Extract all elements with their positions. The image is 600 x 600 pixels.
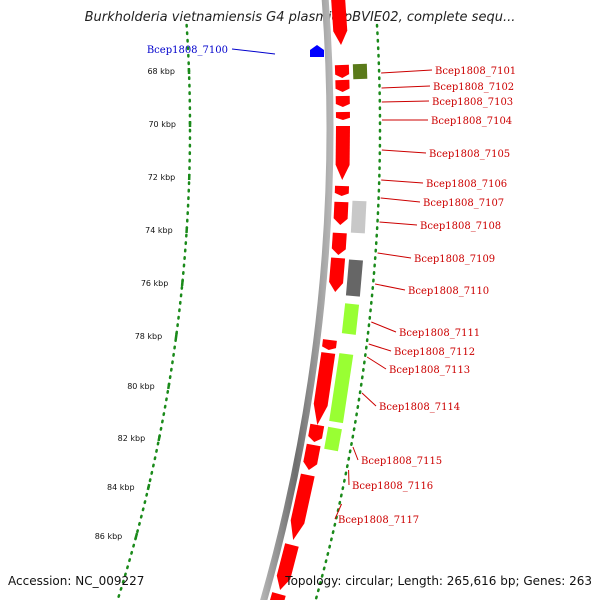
gene-arrow-red <box>335 125 350 180</box>
gene-label: Bcep1808_7105 <box>429 149 510 160</box>
inner-tick-ring <box>116 23 192 600</box>
gene-block-lime <box>329 353 354 424</box>
leader-line <box>334 503 342 520</box>
gene-block-gray <box>345 259 363 297</box>
kbp-tick-label: 84 kbp <box>107 483 135 492</box>
gene-features <box>270 0 368 600</box>
gene-arrow-red <box>335 95 350 107</box>
gene-marker-blue <box>310 45 324 57</box>
accession-text: Accession: NC_009227 <box>8 574 145 588</box>
gene-label: Bcep1808_7107 <box>423 198 504 209</box>
leader-line <box>366 356 387 370</box>
kbp-tick-label: 82 kbp <box>118 434 146 443</box>
kbp-tick-mark <box>157 434 162 442</box>
gene-arrow-red <box>335 111 350 120</box>
kbp-tick-label: 70 kbp <box>148 120 176 129</box>
kbp-tick-mark <box>180 279 184 287</box>
gene-arrow-red <box>329 257 346 292</box>
leader-line <box>381 179 424 184</box>
kbp-tick-mark <box>174 332 178 340</box>
gene-arrow-red <box>270 592 286 600</box>
gene-arrow-red <box>331 232 347 255</box>
gene-label: Bcep1808_7113 <box>389 365 470 376</box>
gene-label: Bcep1808_7110 <box>408 286 489 297</box>
gene-arrow-red <box>290 473 315 540</box>
gene-label: Bcep1808_7108 <box>420 221 501 232</box>
kbp-tick-label: 68 kbp <box>147 67 175 76</box>
gene-label: Bcep1808_7112 <box>394 347 475 358</box>
summary-text: Topology: circular; Length: 265,616 bp; … <box>285 574 592 588</box>
backbone-arc <box>260 0 334 600</box>
map-title: Burkholderia vietnamiensis G4 plasmid pB… <box>84 10 516 25</box>
gene-label: Bcep1808_7114 <box>379 402 460 413</box>
leader-line <box>381 85 431 89</box>
gene-label: Bcep1808_7115 <box>361 456 442 467</box>
gene-label: Bcep1808_7116 <box>352 481 433 492</box>
gene-arrow-red <box>334 64 350 78</box>
leader-line <box>352 446 359 461</box>
kbp-tick-label: 72 kbp <box>148 173 176 182</box>
gene-arrow-red <box>322 339 337 350</box>
gene-label: Bcep1808_7101 <box>435 66 516 77</box>
gene-label: Bcep1808_7102 <box>433 82 514 93</box>
gene-arrow-red <box>308 423 325 442</box>
gene-arrow-red <box>335 79 350 92</box>
leader-line <box>377 252 412 259</box>
gene-block-lime <box>341 303 360 335</box>
label-leaders <box>231 48 433 520</box>
kbp-tick-label: 74 kbp <box>145 226 173 235</box>
kbp-tick-mark <box>167 382 171 390</box>
gene-label: Bcep1808_7104 <box>431 116 512 127</box>
backbone <box>260 0 334 600</box>
tick-rings <box>116 23 382 600</box>
outer-tick-ring <box>314 23 382 600</box>
gene-arrow-red <box>313 352 336 425</box>
gene-label: Bcep1808_7100 <box>147 45 228 56</box>
kbp-ticks: 68 kbp 70 kbp 72 kbp 74 kbp 76 kbp 78 kbp 80 k… <box>95 67 192 541</box>
kbp-tick-label: 80 kbp <box>127 382 155 391</box>
kbp-tick-label: 86 kbp <box>95 532 123 541</box>
leader-line <box>381 69 433 74</box>
gene-label: Bcep1808_7103 <box>432 97 513 108</box>
leader-line <box>371 321 397 333</box>
leader-line <box>231 48 276 55</box>
leader-line <box>368 343 392 352</box>
leader-line <box>381 149 427 154</box>
leader-line <box>375 283 406 291</box>
kbp-tick-mark <box>146 483 151 491</box>
gene-arrow-red <box>276 543 299 590</box>
gene-label: Bcep1808_7106 <box>426 179 507 190</box>
gene-block-olive <box>352 63 368 80</box>
gene-label: Bcep1808_7117 <box>338 515 419 526</box>
leader-line <box>379 221 418 226</box>
gene-label: Bcep1808_7109 <box>414 254 495 265</box>
leader-line <box>381 100 430 103</box>
gene-block-lightgray <box>350 200 367 234</box>
kbp-tick-label: 76 kbp <box>141 279 169 288</box>
kbp-tick-label: 78 kbp <box>135 332 163 341</box>
leader-line <box>380 197 421 203</box>
gene-block-lime <box>324 426 342 452</box>
leader-line <box>361 392 377 407</box>
gene-labels: Bcep1808_7100 Bcep1808_7101 Bcep1808_7102 B… <box>147 45 516 526</box>
gene-arrow-red <box>334 185 350 196</box>
gene-label: Bcep1808_7111 <box>399 328 480 339</box>
gene-arrow-red <box>303 443 321 470</box>
kbp-tick-mark <box>134 532 139 540</box>
gene-arrow-red <box>331 0 348 45</box>
gene-arrow-red <box>333 201 349 225</box>
